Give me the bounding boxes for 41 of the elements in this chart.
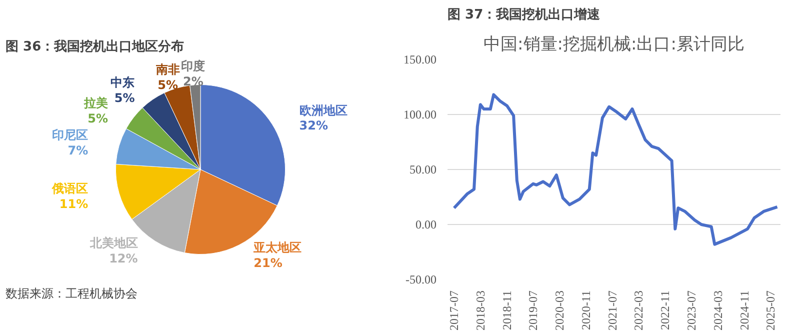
data-label: 7% bbox=[68, 143, 88, 158]
chart-title: 图 36：我国挖机出口地区分布 bbox=[6, 38, 184, 54]
slice-label: 南非 bbox=[154, 62, 180, 77]
y-tick-label: 0.00 bbox=[416, 218, 436, 232]
x-tick-label: 2018-03 bbox=[473, 290, 488, 330]
x-tick-label: 2020-03 bbox=[552, 290, 567, 330]
data-label: 32% bbox=[299, 118, 328, 133]
x-tick-label: 2022-11 bbox=[658, 290, 672, 330]
x-tick-label: 2021-07 bbox=[605, 290, 620, 330]
y-tick-label: 50.00 bbox=[410, 162, 436, 176]
x-tick-label: 2018-11 bbox=[500, 290, 514, 330]
slice-label: 亚太地区 bbox=[252, 240, 302, 254]
x-tick-label: 2020-11 bbox=[579, 290, 594, 330]
data-label: 2% bbox=[182, 74, 204, 88]
slice-label: 拉美 bbox=[83, 96, 108, 110]
data-label: 5% bbox=[158, 78, 178, 92]
x-tick-label: 2024-11 bbox=[737, 290, 752, 330]
chart-subtitle: 中国:销量:挖掘机械:出口:累计同比 bbox=[484, 34, 744, 54]
slice-label: 中东 bbox=[110, 75, 135, 90]
y-tick-label: -50.00 bbox=[406, 272, 437, 286]
data-label: 11% bbox=[59, 196, 88, 211]
y-tick-label: 150.00 bbox=[404, 52, 436, 66]
data-label: 5% bbox=[88, 111, 108, 126]
source-note: 数据来源：工程机械协会 bbox=[6, 286, 138, 300]
x-tick-label: 2022-03 bbox=[632, 290, 646, 330]
x-tick-label: 2024-03 bbox=[710, 290, 725, 330]
slice-label: 印度 bbox=[181, 58, 206, 73]
slice-label: 印尼区 bbox=[52, 128, 88, 142]
slice-label: 俄语区 bbox=[51, 182, 88, 196]
x-tick-label: 2019-07 bbox=[526, 290, 540, 330]
slice-label: 北美地区 bbox=[88, 236, 138, 250]
x-tick-label: 2025-07 bbox=[764, 290, 778, 330]
data-label: 21% bbox=[254, 256, 282, 270]
x-tick-label: 2017-07 bbox=[447, 290, 462, 330]
slice-label: 欧洲地区 bbox=[299, 103, 348, 118]
data-label: 12% bbox=[109, 251, 138, 266]
chart-title: 图 37：我国挖机出口增速 bbox=[448, 6, 602, 22]
y-tick-label: 100.00 bbox=[404, 108, 436, 122]
x-tick-label: 2023-07 bbox=[684, 290, 698, 330]
data-label: 5% bbox=[114, 90, 135, 105]
line-series bbox=[452, 93, 779, 246]
